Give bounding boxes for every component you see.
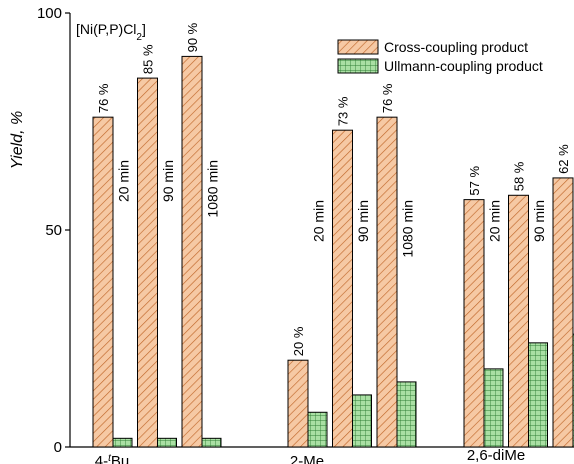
bar-ullmann-1-1 (352, 394, 372, 448)
data-label-cross-2-0: 57 % (467, 166, 482, 196)
bar-ullmann-0-1 (157, 437, 177, 448)
bar-ullmann-0-0 (112, 437, 133, 448)
data-label-cross-1-1: 73 % (336, 96, 351, 126)
time-label-0-1: 90 min (160, 160, 176, 202)
y-tick-label-50: 50 (45, 222, 62, 239)
time-label-2-0: 20 min (487, 200, 503, 242)
data-label-cross-2-2: 62 % (556, 144, 571, 174)
time-label-2-1: 90 min (531, 200, 547, 242)
bar-cross-1-0 (287, 359, 309, 448)
bar-cross-1-1 (332, 129, 353, 448)
time-label-0-0: 20 min (116, 160, 132, 202)
legend-label-cross: Cross-coupling product (384, 39, 528, 55)
time-label-1-0: 20 min (311, 200, 327, 242)
data-label-cross-2-1: 58 % (512, 161, 527, 191)
bar-ullmann-1-0 (307, 411, 328, 448)
time-label-1-2: 1080 min (400, 200, 416, 258)
bar-cross-0-2 (181, 55, 203, 448)
data-label-cross-0-0: 76 % (96, 83, 111, 113)
category-label-2-me: 2-Me (290, 453, 324, 464)
bar-cross-1-2 (376, 116, 398, 448)
legend-swatch-cross (337, 39, 379, 55)
data-label-cross-0-1: 85 % (141, 44, 156, 74)
time-label-0-2: 1080 min (205, 160, 221, 218)
y-axis-label: Yield, % (9, 111, 26, 169)
data-label-cross-1-2: 76 % (380, 83, 395, 113)
y-tick-label-0: 0 (54, 439, 62, 456)
category-label-2-6-dime: 2,6-diMe (467, 447, 525, 464)
legend-swatch-ullmann (337, 58, 379, 74)
bar-ullmann-1-2 (396, 381, 417, 448)
chart-title: [Ni(P,P)Cl2] (76, 21, 146, 43)
bar-cross-2-1 (508, 194, 529, 448)
y-tick-label-100: 100 (37, 5, 62, 22)
data-label-cross-0-2: 90 % (185, 22, 200, 52)
bar-cross-2-2 (552, 177, 574, 448)
bar-cross-0-1 (137, 77, 158, 448)
bar-ullmann-2-0 (483, 368, 504, 448)
time-label-1-1: 90 min (355, 200, 371, 242)
bar-ullmann-0-2 (201, 437, 222, 448)
legend-label-ullmann: Ullmann-coupling product (384, 58, 543, 74)
bar-cross-2-0 (463, 199, 485, 448)
bar-ullmann-2-1 (528, 342, 548, 448)
data-label-cross-1-0: 20 % (291, 326, 306, 356)
category-label-4-tbu: 4-tBu (95, 453, 129, 464)
bar-cross-0-0 (92, 116, 114, 448)
legend: Cross-coupling product Ullmann-coupling … (337, 39, 543, 74)
